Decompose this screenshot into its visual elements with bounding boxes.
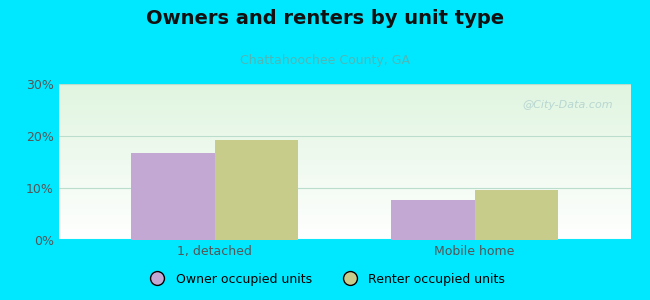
Legend: Owner occupied units, Renter occupied units: Owner occupied units, Renter occupied un… bbox=[140, 268, 510, 291]
Text: Owners and renters by unit type: Owners and renters by unit type bbox=[146, 9, 504, 28]
Bar bbox=[474, 190, 558, 240]
Text: @City-Data.com: @City-Data.com bbox=[523, 100, 614, 110]
Bar bbox=[131, 153, 214, 240]
Bar bbox=[391, 200, 474, 240]
Bar bbox=[214, 140, 298, 240]
Text: Chattahoochee County, GA: Chattahoochee County, GA bbox=[240, 54, 410, 67]
